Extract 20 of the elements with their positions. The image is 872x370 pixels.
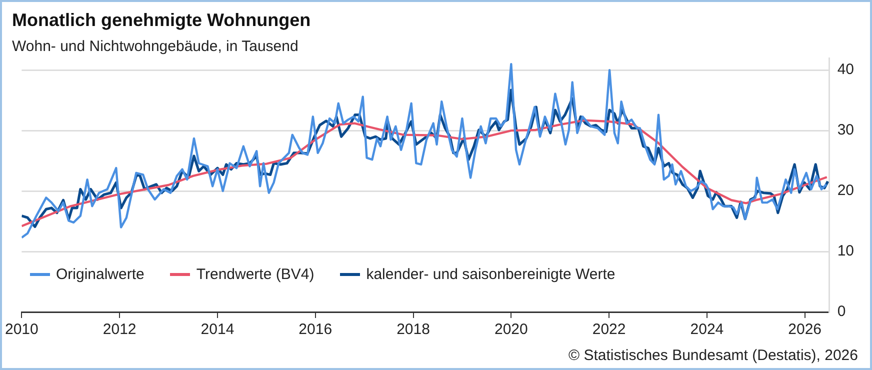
x-tick-label: 2016 [298,321,332,338]
legend-label: Trendwerte (BV4) [196,266,314,283]
x-tick-label: 2020 [494,321,528,338]
x-tick-label: 2024 [690,321,724,338]
y-tick-label: 20 [837,182,854,200]
x-tick-label: 2012 [102,321,136,338]
chart-subtitle: Wohn- und Nichtwohngebäude, in Tausend [12,38,298,55]
y-tick-label: 10 [837,242,854,260]
legend-label: Originalwerte [56,266,144,283]
y-tick-label: 40 [837,61,854,78]
chart-title: Monatlich genehmigte Wohnungen [12,10,311,31]
x-tick-label: 2014 [200,321,234,338]
x-tick-label: 2026 [788,321,822,338]
legend-label: kalender- und saisonbereinigte Werte [366,266,616,283]
text: © Statistisches Bundesamt (Destatis), 2026 [568,347,858,364]
y-tick-label: 0 [837,303,846,320]
x-tick-label: 2010 [4,321,38,338]
x-tick-label: 2022 [592,321,626,338]
y-tick-label: 30 [837,122,854,139]
x-tick-label: 2018 [396,321,430,338]
